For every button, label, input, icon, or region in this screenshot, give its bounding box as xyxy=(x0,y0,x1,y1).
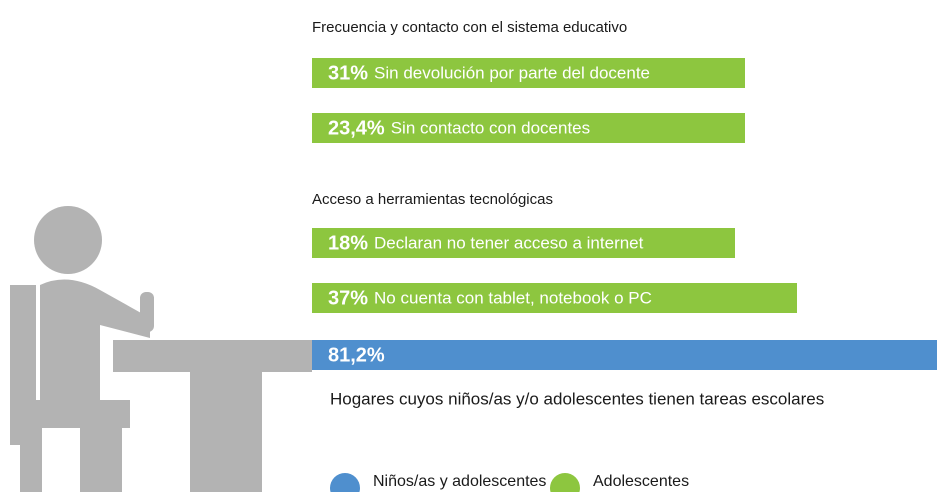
legend-label: Adolescentes xyxy=(593,473,689,490)
legend-label: Niños/as y adolescentes xyxy=(373,473,546,490)
bar xyxy=(312,228,735,258)
bar xyxy=(312,113,745,143)
section-title: Acceso a herramientas tecnológicas xyxy=(312,191,553,208)
legend-swatch xyxy=(330,473,360,492)
bar-value: 18% xyxy=(328,232,368,254)
bar-label: No cuenta con tablet, notebook o PC xyxy=(374,288,652,307)
bar-value: 37% xyxy=(328,287,368,309)
legend-swatch xyxy=(550,473,580,492)
bar-label: Sin devolución por parte del docente xyxy=(374,63,650,82)
bar-value: 31% xyxy=(328,62,368,84)
bar-label: Sin contacto con docentes xyxy=(391,118,590,137)
section-title: Frecuencia y contacto con el sistema edu… xyxy=(312,19,627,36)
bar-value: 23,4% xyxy=(328,117,385,139)
highlight-bar xyxy=(312,340,937,370)
bar-label: Declaran no tener acceso a internet xyxy=(374,233,644,252)
bar xyxy=(312,283,797,313)
student-icon xyxy=(10,206,312,492)
bar xyxy=(312,58,745,88)
highlight-caption: Hogares cuyos niños/as y/o adolescentes … xyxy=(330,389,824,408)
highlight-value: 81,2% xyxy=(328,344,385,366)
